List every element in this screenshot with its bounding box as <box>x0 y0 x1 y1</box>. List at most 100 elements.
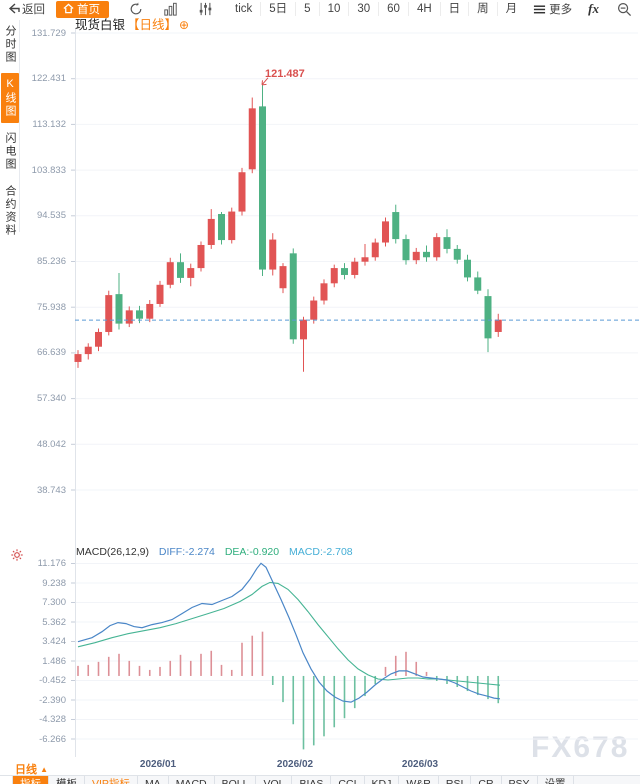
watermark: FX678 <box>531 731 630 764</box>
candle-body <box>74 354 82 362</box>
macd-axis-label: 7.300 <box>42 597 66 608</box>
macd-axis-label: 1.486 <box>42 655 66 667</box>
date-axis-label: 2026/03 <box>401 759 439 770</box>
fx-button[interactable]: fx <box>588 1 599 16</box>
indicator-tab-KDJ[interactable]: KDJ <box>364 776 400 784</box>
back-button[interactable]: 返回 <box>7 1 45 17</box>
candle-body <box>248 108 256 170</box>
tab-bar-lead <box>0 776 13 784</box>
macd-dea-value: DEA:-0.920 <box>224 546 280 558</box>
more-label: 更多 <box>549 4 573 16</box>
chart-columns-icon <box>164 2 177 16</box>
sidebar-item-分时图[interactable]: 分时图 <box>4 25 16 64</box>
candle-body <box>371 242 379 258</box>
timeframe-60[interactable]: 60 <box>378 2 408 16</box>
candle-body <box>166 262 174 285</box>
indicator-tab-BIAS[interactable]: BIAS <box>292 776 332 784</box>
price-axis-label: 122.431 <box>31 73 66 85</box>
timeframe-30[interactable]: 30 <box>348 2 378 16</box>
zoom-out-button[interactable] <box>617 2 632 17</box>
home-button[interactable]: 首页 <box>56 0 109 18</box>
timeframe-4H[interactable]: 4H <box>407 2 440 16</box>
candle-body <box>464 259 471 278</box>
timeframe-tick[interactable]: tick <box>235 3 253 15</box>
more-button[interactable]: 更多 <box>533 1 572 17</box>
peak-price-label: 121.487 <box>265 68 305 80</box>
indicator-tab-RSI[interactable]: RSI <box>438 776 472 784</box>
macd-axis-label: -2.390 <box>39 694 66 706</box>
refresh-button[interactable] <box>129 2 143 16</box>
timeframe-5日[interactable]: 5日 <box>260 2 295 16</box>
macd-header: MACD(26,12,9) DIFF:-2.274 DEA:-0.920 MAC… <box>76 546 353 558</box>
candle-body <box>146 303 154 319</box>
timeframe-周[interactable]: 周 <box>468 2 497 16</box>
back-label: 返回 <box>22 4 45 16</box>
candle-body <box>494 319 502 332</box>
candle-body <box>218 214 225 241</box>
indicator-tab-MACD[interactable]: MACD <box>168 776 215 784</box>
chart-mode-sidebar: 分时图 K线图闪电图合约资料 <box>0 20 20 246</box>
sidebar-item-K线图[interactable]: K线图 <box>1 73 19 123</box>
macd-axis-label: -6.266 <box>39 733 66 745</box>
sliders-icon <box>199 2 212 16</box>
timeframe-10[interactable]: 10 <box>318 2 349 16</box>
price-axis-label: 85.236 <box>36 256 66 267</box>
indicator-tab-VIP指标[interactable]: VIP指标 <box>85 776 138 784</box>
sidebar-item-合约资料[interactable]: 合约资料 <box>4 185 16 237</box>
price-axis-label: 94.535 <box>36 210 66 222</box>
timeframe-月[interactable]: 月 <box>496 2 526 16</box>
timeframe-5[interactable]: 5 <box>295 2 318 16</box>
macd-axis-label: -4.328 <box>39 714 66 725</box>
triangle-up-icon: ▲ <box>40 765 48 774</box>
candle-body <box>95 331 102 347</box>
indicator-tab-PSY[interactable]: PSY <box>501 776 538 784</box>
macd-axis-label: 5.362 <box>42 616 66 628</box>
indicator-tab-bar: 指标 模板 VIP指标 MA MACD BOLL VOL BIAS CCI KDJ W&R RSI CR… <box>0 775 640 784</box>
chart-type-button[interactable] <box>163 2 178 16</box>
macd-settings-button[interactable] <box>11 548 23 566</box>
macd-histogram <box>77 631 500 750</box>
indicator-tab-CCI[interactable]: CCI <box>331 776 365 784</box>
candle-body <box>177 262 184 278</box>
candle-body <box>187 268 195 278</box>
indicator-tab-W&R[interactable]: W&R <box>399 776 439 784</box>
sidebar-item-闪电图[interactable]: 闪电图 <box>4 132 16 171</box>
candle-body <box>269 239 277 270</box>
sidebar-divider <box>19 20 20 232</box>
indicator-tab-BOLL[interactable]: BOLL <box>214 776 257 784</box>
candle-body <box>402 239 410 261</box>
candle-body <box>443 237 451 249</box>
timeframe-日[interactable]: 日 <box>439 2 469 16</box>
price-axis-label: 38.743 <box>36 484 66 496</box>
indicator-settings-button[interactable] <box>198 2 213 16</box>
period-badge-label: 日线 <box>15 764 37 776</box>
indicator-tab-MA[interactable]: MA <box>137 776 169 784</box>
indicator-tab-设置[interactable]: 设置 <box>537 776 574 784</box>
period-badge[interactable]: 日线 ▲ <box>15 761 48 777</box>
refresh-icon <box>130 2 142 15</box>
macd-axis-label: 9.238 <box>42 577 66 589</box>
expand-icon[interactable]: ⊕ <box>179 18 190 32</box>
candle-body <box>279 266 287 289</box>
candle-body <box>320 283 328 301</box>
price-axis-label: 66.639 <box>36 347 66 359</box>
symbol-name: 现货白银 <box>75 18 126 32</box>
candle-body <box>310 300 318 320</box>
back-arrow-icon <box>8 3 20 14</box>
macd-macd-value: MACD:-2.708 <box>289 546 353 558</box>
indicator-tab-模板[interactable]: 模板 <box>49 776 85 784</box>
gear-icon <box>11 549 23 561</box>
indicator-tab-CR[interactable]: CR <box>471 776 502 784</box>
candle-body <box>361 257 369 262</box>
candle-body <box>207 218 215 245</box>
date-axis-label: 2026/01 <box>139 759 177 770</box>
indicator-tab-指标[interactable]: 指标 <box>13 776 49 784</box>
home-label: 首页 <box>77 3 100 16</box>
candle-body <box>259 106 266 270</box>
price-axis-label: 103.833 <box>31 164 66 176</box>
top-toolbar: 返回 首页 <box>0 0 640 18</box>
candles <box>74 83 502 372</box>
candle-body <box>156 284 164 304</box>
indicator-tab-VOL[interactable]: VOL <box>256 776 293 784</box>
